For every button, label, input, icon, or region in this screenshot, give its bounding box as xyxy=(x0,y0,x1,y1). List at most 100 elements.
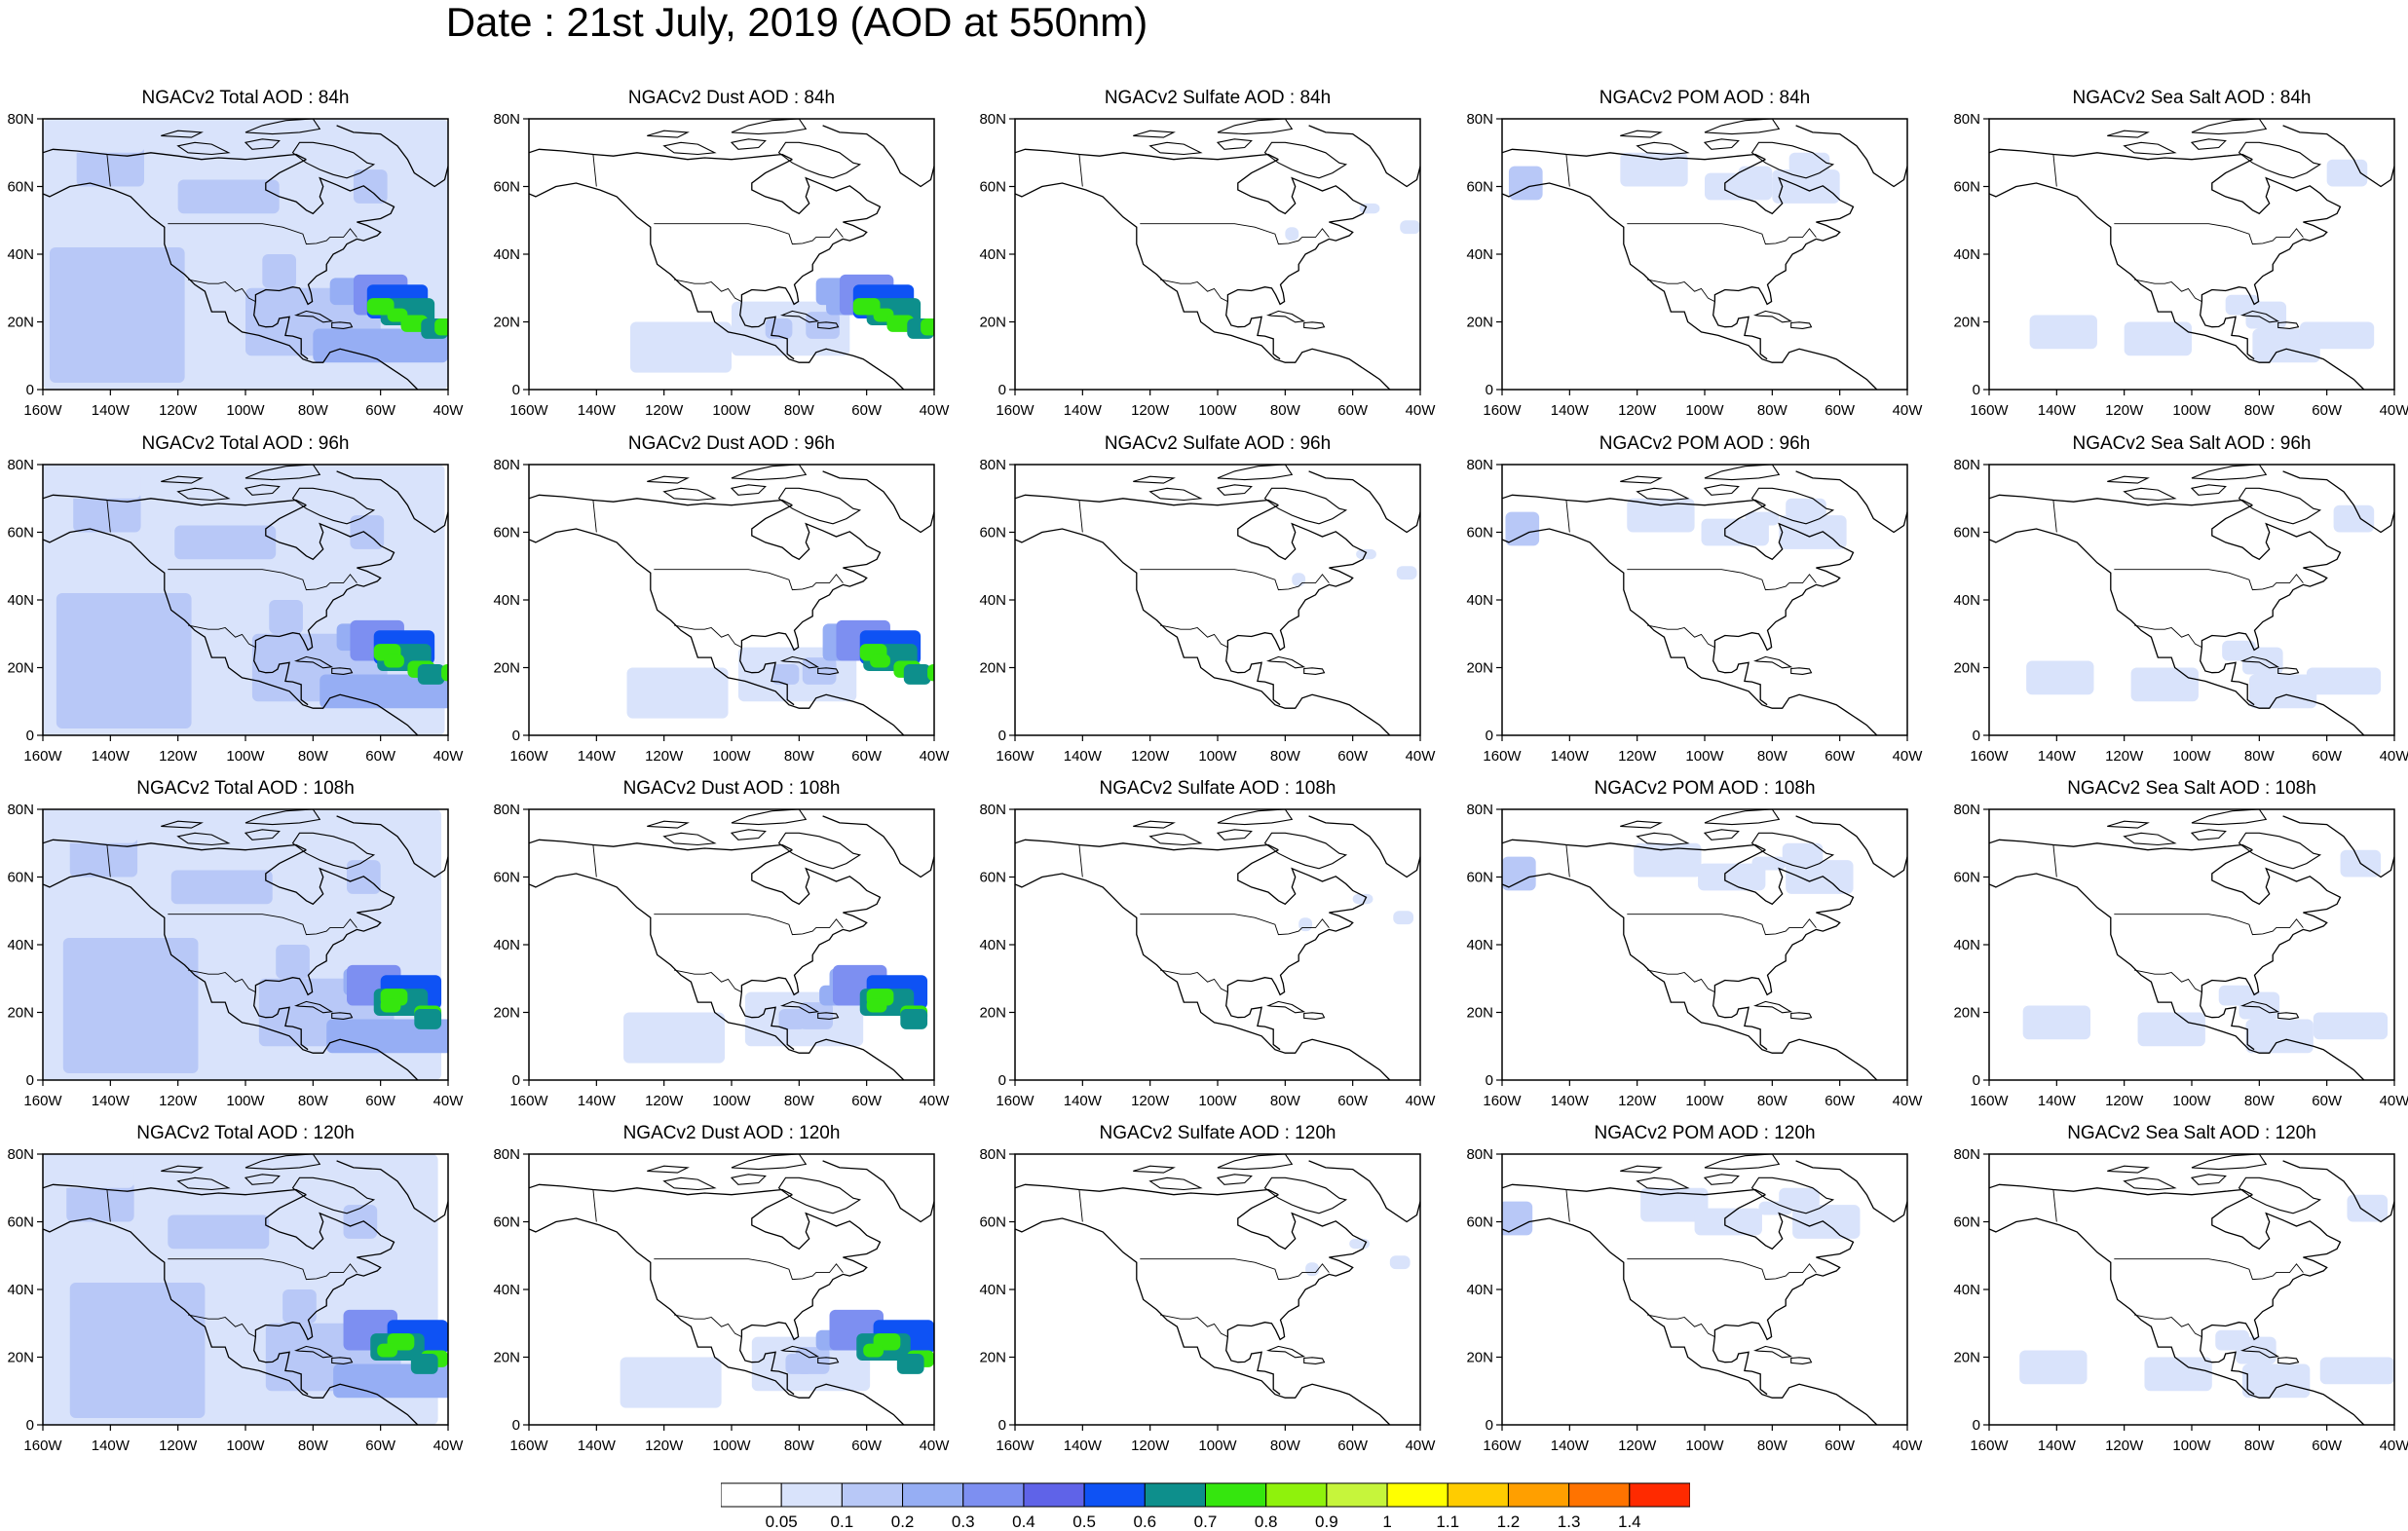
lon-tick-label: 40W xyxy=(1406,748,1437,765)
coastline xyxy=(654,223,844,245)
lon-tick-label: 80W xyxy=(784,402,815,419)
coastline xyxy=(106,1189,111,1222)
lat-tick-label: 40N xyxy=(7,1282,34,1298)
map-plot: 160W 140W 120W 100W 80W 60W 40W 0 20N 40N 60N 80N xyxy=(979,802,1436,1109)
aod-field xyxy=(2022,1005,2090,1040)
aod-field xyxy=(934,1009,955,1026)
aod-field xyxy=(56,593,192,729)
coastline xyxy=(822,815,934,878)
coastline xyxy=(43,873,419,1080)
lon-tick-label: 120W xyxy=(1618,748,1657,765)
lon-tick-label: 100W xyxy=(2172,402,2211,419)
lon-tick-label: 100W xyxy=(2172,1093,2211,1109)
aod-field xyxy=(170,870,273,905)
lat-tick-label: 20N xyxy=(1953,1350,1980,1366)
island-outline xyxy=(2239,655,2280,669)
lat-tick-label: 20N xyxy=(1466,315,1493,331)
panel-title: NGACv2 Total AOD : 84h xyxy=(141,88,350,108)
aod-field xyxy=(43,815,138,843)
lat-tick-label: 80N xyxy=(1953,1146,1980,1163)
coastline xyxy=(43,1217,419,1425)
lat-tick-label: 80N xyxy=(493,1146,520,1163)
aod-field xyxy=(903,664,931,685)
island-outline xyxy=(731,119,808,135)
coastline xyxy=(1078,844,1083,878)
lat-tick-label: 0 xyxy=(998,1072,1006,1089)
lon-tick-label: 120W xyxy=(645,748,684,765)
island-outline xyxy=(245,465,321,481)
lon-tick-label: 120W xyxy=(2105,748,2144,765)
coastline xyxy=(2201,1194,2342,1341)
map-plot: 160W 140W 120W 100W 80W 60W 40W 0 20N 40N 60N 80N xyxy=(979,111,1436,419)
panel-title: NGACv2 Dust AOD : 84h xyxy=(627,88,836,108)
lon-tick-label: 80W xyxy=(1270,1093,1301,1109)
aod-field xyxy=(921,318,934,336)
coastline xyxy=(2114,1258,2304,1281)
lat-tick-label: 60N xyxy=(979,179,1006,196)
coastline xyxy=(529,1217,905,1425)
coastline xyxy=(2282,815,2394,878)
lat-tick-label: 40N xyxy=(7,937,34,953)
colorbar-swatch xyxy=(902,1482,964,1508)
coastline xyxy=(1795,470,1907,534)
lon-tick-label: 140W xyxy=(578,748,617,765)
lon-tick-label: 140W xyxy=(578,402,617,419)
coastline xyxy=(529,1183,793,1196)
colorbar-swatch xyxy=(1083,1482,1146,1508)
lon-tick-label: 100W xyxy=(226,748,265,765)
lon-tick-label: 60W xyxy=(2312,1438,2343,1454)
coastline xyxy=(2114,914,2304,936)
aod-field xyxy=(626,667,729,719)
lat-tick-label: 0 xyxy=(26,728,34,744)
lon-tick-label: 160W xyxy=(1970,1438,2009,1454)
lon-tick-label: 40W xyxy=(1893,402,1924,419)
lat-tick-label: 20N xyxy=(979,660,1006,677)
lat-tick-label: 40N xyxy=(979,937,1006,953)
aod-field xyxy=(1508,166,1543,201)
aod-field xyxy=(2019,1350,2088,1385)
aod-field xyxy=(441,664,448,682)
aod-field xyxy=(1698,863,1766,891)
island-outline xyxy=(1216,484,1253,496)
island-outline xyxy=(1750,487,1835,525)
island-outline xyxy=(2238,1176,2322,1214)
lat-tick-label: 80N xyxy=(1953,111,1980,128)
coastline xyxy=(168,569,357,591)
coastline xyxy=(1647,279,1715,303)
coastline xyxy=(1627,569,1817,591)
island-outline xyxy=(1790,667,1813,675)
island-outline xyxy=(1263,1176,1348,1214)
lon-tick-label: 80W xyxy=(1270,748,1301,765)
aod-field xyxy=(410,1354,438,1374)
lon-tick-label: 60W xyxy=(365,402,396,419)
coastline xyxy=(674,624,742,649)
aod-field xyxy=(1758,1201,1793,1215)
lon-tick-label: 120W xyxy=(645,1093,684,1109)
island-outline xyxy=(1265,655,1306,669)
coastline xyxy=(592,844,597,878)
lon-tick-label: 40W xyxy=(1893,1438,1924,1454)
lat-tick-label: 40N xyxy=(979,592,1006,609)
panel-title: NGACv2 Sulfate AOD : 96h xyxy=(1104,433,1332,454)
island-outline xyxy=(1265,1345,1306,1359)
island-outline xyxy=(293,655,334,669)
lon-tick-label: 40W xyxy=(920,1438,951,1454)
coastline xyxy=(1627,223,1817,245)
colorbar-swatch xyxy=(1629,1482,1690,1508)
coastline xyxy=(1502,528,1878,735)
island-outline xyxy=(161,1165,204,1174)
aod-field xyxy=(2029,315,2097,350)
island-outline xyxy=(2238,487,2322,525)
coastline xyxy=(2200,647,2255,706)
aod-field xyxy=(1393,911,1414,925)
coastline xyxy=(2052,844,2057,878)
lat-tick-label: 80N xyxy=(7,111,34,128)
island-outline xyxy=(662,141,717,156)
colorbar-swatch xyxy=(841,1482,904,1508)
aod-field xyxy=(2306,667,2382,695)
island-outline xyxy=(1133,130,1176,138)
coastline xyxy=(1712,301,1768,360)
lon-tick-label: 80W xyxy=(298,1438,329,1454)
aod-field xyxy=(771,664,800,685)
panel-title: NGACv2 Sea Salt AOD : 120h xyxy=(2067,1123,2316,1143)
